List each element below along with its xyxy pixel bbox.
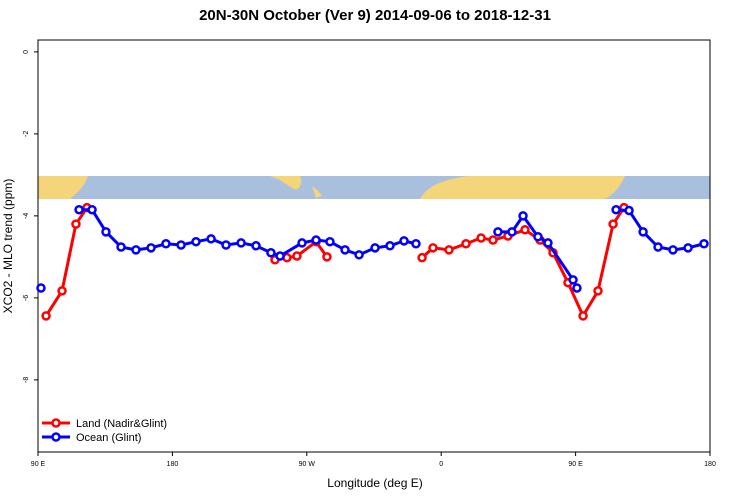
point: [266, 248, 276, 258]
y-tick-label: -8: [23, 377, 30, 383]
point: [251, 241, 261, 251]
point: [520, 225, 530, 235]
point: [444, 245, 454, 255]
point: [568, 275, 578, 285]
point: [292, 251, 302, 261]
point: [593, 286, 603, 296]
point: [507, 227, 517, 237]
point: [131, 245, 141, 255]
point: [476, 233, 486, 243]
point: [206, 234, 216, 244]
point: [518, 211, 528, 221]
point: [385, 241, 395, 251]
point: [354, 250, 364, 260]
point: [297, 238, 307, 248]
point: [611, 204, 621, 215]
point: [101, 227, 111, 237]
point: [578, 311, 588, 321]
point: [176, 240, 186, 250]
point: [161, 238, 171, 249]
point: [325, 236, 335, 247]
point: [488, 235, 498, 245]
point: [543, 238, 553, 248]
point: [608, 219, 618, 229]
y-tick-label: -4: [23, 213, 30, 219]
point: [275, 251, 285, 261]
series-line: [44, 206, 626, 320]
point: [533, 232, 543, 242]
x-tick-label: 90 E: [568, 461, 583, 468]
point: [74, 204, 84, 215]
point: [461, 238, 471, 249]
point: [624, 205, 634, 216]
x-tick-label: 180: [704, 461, 716, 468]
point: [322, 252, 332, 262]
x-tick-label: 90 E: [31, 461, 46, 468]
x-tick-label: 90 W: [299, 461, 316, 468]
point: [417, 252, 427, 263]
point: [411, 238, 421, 249]
point: [428, 243, 438, 253]
y-tick-label: -2: [23, 131, 30, 137]
point: [638, 227, 648, 237]
point: [87, 204, 97, 215]
point: [340, 245, 350, 255]
point: [236, 238, 246, 248]
legend-label: Land (Nadir&Glint): [76, 418, 167, 430]
point: [668, 245, 678, 255]
x-tick-label: 180: [167, 461, 179, 468]
point: [221, 240, 231, 250]
point: [71, 219, 81, 229]
point: [146, 243, 156, 253]
point: [311, 235, 321, 245]
legend-label: Ocean (Glint): [76, 432, 141, 444]
x-tick-label: 0: [439, 461, 443, 468]
y-tick-label: 0: [23, 50, 30, 54]
point: [36, 283, 46, 293]
plot-frame: [37, 39, 711, 453]
point: [41, 311, 51, 321]
legend-marker: [51, 418, 61, 428]
point: [116, 242, 126, 252]
point: [572, 283, 582, 293]
chart-title: 20N-30N October (Ver 9) 2014-09-06 to 20…: [199, 7, 551, 24]
point: [399, 236, 409, 246]
legend-marker: [51, 432, 61, 442]
y-tick-label: -6: [23, 295, 30, 301]
y-axis-title: XCO2 - MLO trend (ppm): [1, 179, 15, 314]
point: [191, 236, 201, 247]
point: [653, 242, 663, 252]
map-band: [38, 176, 710, 199]
point: [493, 227, 503, 237]
x-axis-title: Longitude (deg E): [327, 476, 422, 490]
point: [57, 286, 67, 296]
point: [699, 238, 709, 249]
point: [683, 243, 693, 253]
point: [370, 243, 380, 253]
